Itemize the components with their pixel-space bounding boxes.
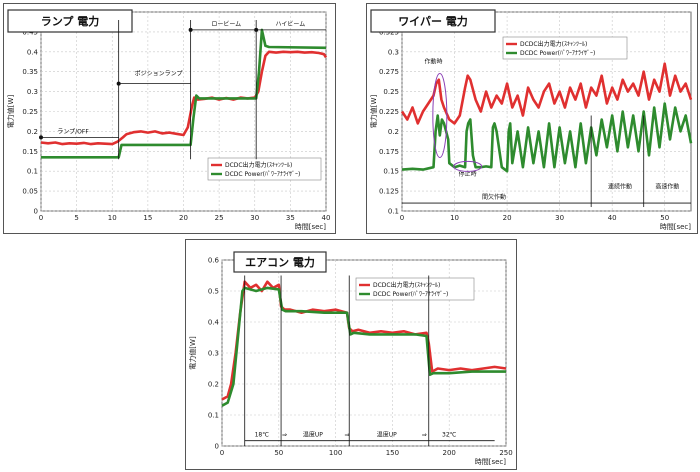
lamp-series-line-scantool	[40, 50, 328, 146]
wiper-x-tick-label: 30	[555, 214, 564, 222]
ac-x-tick-label: 150	[386, 449, 399, 457]
lamp-chart-title: ランプ 電力	[41, 14, 100, 28]
ac-x-tick-label: 100	[329, 449, 342, 457]
wiper-annotation: 間欠作動	[482, 193, 506, 201]
lamp-legend-label: DCDC出力電力(ｽｷｬﾝﾂｰﾙ)	[225, 161, 292, 169]
ac-y-tick-label: 0.4	[208, 319, 220, 327]
wiper-x-tick-label: 0	[400, 214, 404, 222]
ac-y-tick-label: 0	[215, 443, 219, 451]
lamp-power-chart: 00.050.10.150.20.250.30.350.40.450.50510…	[3, 3, 336, 234]
lamp-title-box	[7, 9, 133, 33]
lamp-x-tick-label: 30	[250, 214, 259, 222]
ac-annotation: 温度UP	[377, 431, 397, 439]
ac-series-line-power-analyzer	[221, 286, 506, 407]
wiper-y-tick-label: 0.25	[383, 88, 399, 96]
wiper-legend-label: DCDC Power(ﾊﾟﾜｰｱﾅﾗｲｻﾞｰ)	[520, 50, 595, 57]
lamp-x-tick-label: 40	[322, 214, 331, 222]
wiper-x-tick-label: 50	[660, 214, 669, 222]
wiper-y-tick-label: 0.15	[383, 168, 399, 176]
wiper-y-tick-label: 0.2	[388, 128, 399, 136]
lamp-x-tick-label: 20	[179, 214, 188, 222]
ac-legend-label: DCDC Power(ﾊﾟﾜｰｱﾅﾗｲｻﾞｰ)	[373, 291, 448, 298]
lamp-y-tick-label: 0.1	[27, 168, 38, 176]
lamp-x-tick-label: 35	[286, 214, 295, 222]
lamp-annotation: ランプ/OFF	[57, 128, 89, 135]
ac-x-tick-label: 200	[443, 449, 456, 457]
lamp-x-tick-label: 0	[39, 214, 43, 222]
ac-legend-label: DCDC出力電力(ｽｷｬﾝﾂｰﾙ)	[373, 281, 440, 289]
ac-y-axis-label: 電力値[W]	[188, 336, 197, 370]
wiper-legend-box	[502, 36, 628, 60]
ac-legend-box	[355, 277, 475, 301]
ac-x-axis-label: 時間[sec]	[475, 458, 507, 466]
ac-y-tick-label: 0.6	[208, 257, 220, 265]
wiper-y-tick-label: 0.275	[379, 68, 399, 76]
wiper-y-axis-label: 電力値[W]	[369, 95, 378, 129]
lamp-legend-label: DCDC Power(ﾊﾟﾜｰｱﾅﾗｲｻﾞｰ)	[225, 171, 300, 178]
wiper-annotation: 連続作動	[608, 183, 632, 191]
ac-y-tick-label: 0.5	[208, 288, 219, 296]
lamp-phase-marker	[39, 135, 43, 140]
wiper-x-tick-label: 40	[608, 214, 617, 222]
wiper-chart-title: ワイパー 電力	[398, 14, 468, 28]
wiper-series-line-power-analyzer	[401, 102, 693, 173]
lamp-y-tick-label: 0.05	[22, 188, 38, 196]
lamp-annotation: ハイビーム	[276, 20, 306, 28]
ac-annotation: ⇒	[422, 432, 427, 439]
lamp-y-tick-label: 0	[34, 208, 38, 216]
wiper-y-tick-label: 0.3	[388, 48, 399, 56]
ac-x-tick-label: 250	[499, 449, 512, 457]
ac-series-line-scantool	[221, 280, 507, 401]
ac-title-box	[233, 251, 327, 273]
ac-annotation: 温度UP	[303, 431, 323, 439]
ac-annotation: ⇒	[282, 432, 287, 439]
lamp-x-tick-label: 15	[143, 214, 152, 222]
lamp-x-tick-label: 10	[108, 214, 117, 222]
wiper-series-line-scantool	[400, 62, 693, 125]
wiper-annotation: 作動時	[425, 58, 443, 66]
lamp-power-chart-svg: 00.050.10.150.20.250.30.350.40.450.50510…	[6, 9, 331, 232]
lamp-x-tick-label: 25	[215, 214, 224, 222]
ac-annotation: 18℃	[255, 432, 270, 439]
lamp-legend-box	[207, 157, 322, 181]
wiper-x-axis-label: 時間[sec]	[660, 223, 692, 231]
lamp-annotation: ポジションランプ	[135, 70, 183, 78]
wiper-active-highlight	[432, 72, 448, 158]
aircon-power-chart-svg: 0 0.1 0.2 0.3 0.4 0.5 0.6 0 50 100 150 200 250時間[sec…	[188, 251, 513, 466]
wiper-title-box	[370, 9, 496, 33]
lamp-y-tick-label: 0.2	[27, 128, 38, 136]
lamp-series-line-power-analyzer	[41, 28, 327, 159]
ac-x-tick-label: 50	[274, 449, 283, 457]
ac-y-tick-label: 0.3	[208, 350, 219, 358]
wiper-y-tick-label: 0.225	[379, 108, 399, 116]
lamp-y-axis-label: 電力値[W]	[6, 95, 15, 129]
lamp-y-tick-label: 0.25	[22, 108, 38, 116]
ac-annotation: ⇒	[344, 432, 349, 439]
wiper-annotation: 停止時	[459, 170, 477, 178]
wiper-y-tick-label: 0.125	[379, 188, 399, 196]
wiper-x-tick-label: 20	[503, 214, 512, 222]
lamp-y-tick-label: 0.3	[27, 88, 38, 96]
wiper-power-chart: 0.10.1250.150.1750.20.2250.250.2750.30.3…	[366, 3, 698, 234]
wiper-y-tick-label: 0.1	[388, 208, 399, 216]
lamp-y-tick-label: 0.15	[22, 148, 38, 156]
ac-x-tick-label: 0	[220, 449, 224, 457]
ac-y-tick-label: 0.1	[208, 412, 219, 420]
wiper-legend-label: DCDC出力電力(ｽｷｬﾝﾂｰﾙ)	[520, 40, 587, 48]
wiper-stop-highlight	[453, 160, 483, 172]
wiper-y-tick-label: 0.175	[379, 148, 399, 156]
lamp-x-axis-label: 時間[sec]	[295, 223, 327, 231]
lamp-x-tick-label: 5	[74, 214, 78, 222]
lamp-annotation: ロービーム	[211, 20, 241, 28]
ac-y-tick-label: 0.2	[208, 381, 219, 389]
wiper-annotation: 高速作動	[655, 183, 679, 191]
lamp-y-tick-label: 0.4	[27, 48, 39, 56]
ac-chart-title: エアコン 電力	[245, 255, 315, 269]
ac-annotation: 32℃	[442, 432, 457, 439]
wiper-power-chart-svg: 0.10.1250.150.1750.20.2250.250.2750.30.3…	[369, 9, 693, 231]
aircon-power-chart: 0 0.1 0.2 0.3 0.4 0.5 0.6 0 50 100 150 200 250 時間[sec…	[185, 239, 517, 470]
lamp-y-tick-label: 0.35	[22, 68, 38, 76]
wiper-x-tick-label: 10	[450, 214, 459, 222]
